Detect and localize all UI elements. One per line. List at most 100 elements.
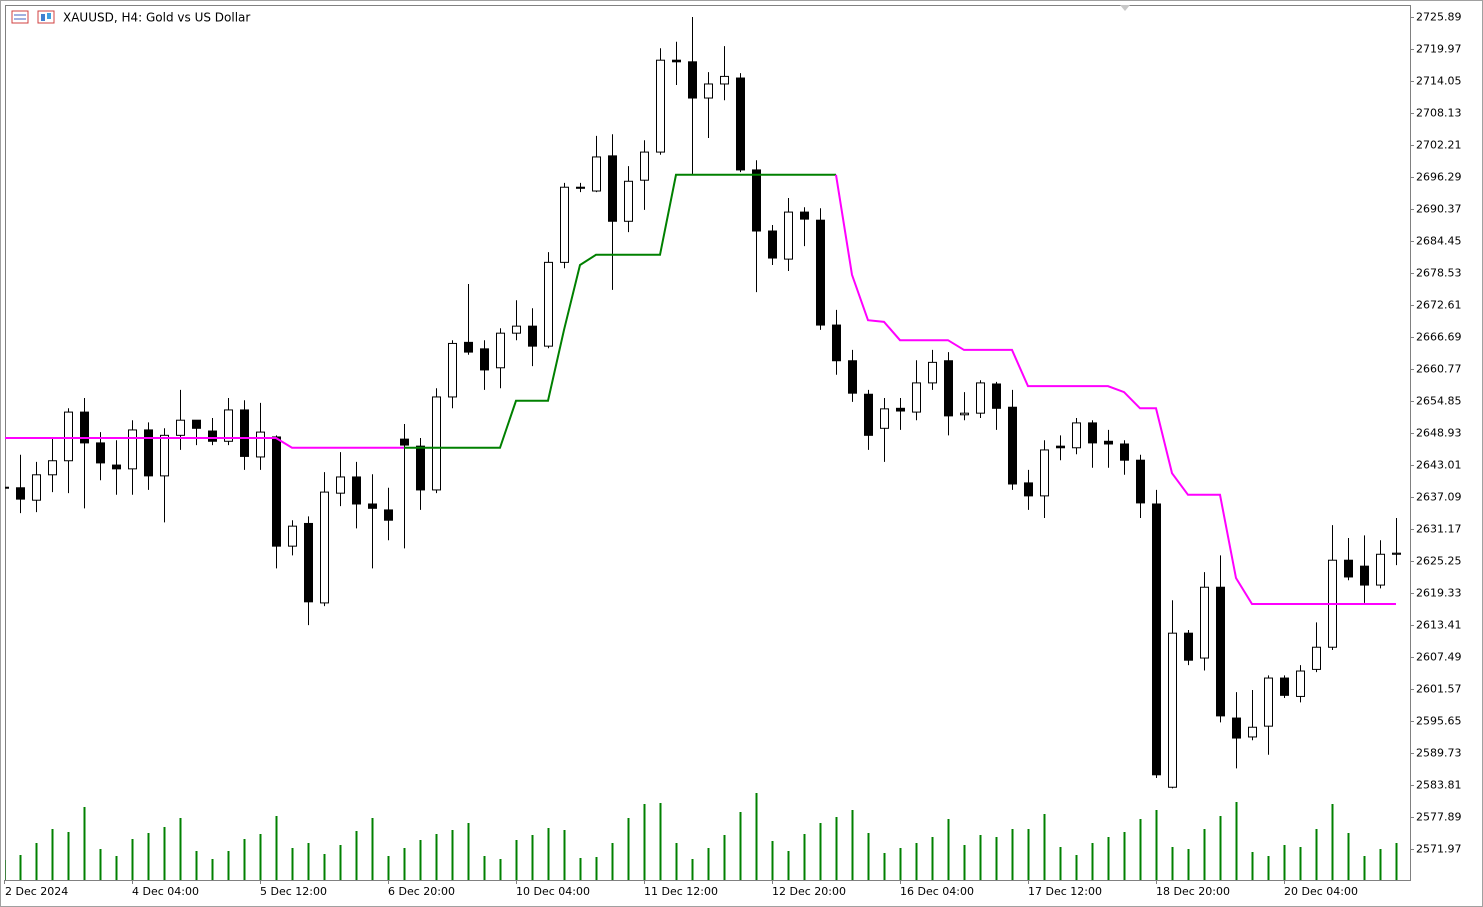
candle-body (1360, 565, 1369, 586)
candle-body (1280, 677, 1289, 696)
volume-bar (1059, 847, 1062, 880)
volume-bar (723, 835, 726, 880)
candle-body (1056, 445, 1065, 449)
volume-bar (883, 853, 886, 880)
y-tick-label: 2637.09 (1416, 491, 1462, 504)
icon (47, 13, 51, 19)
candle-body (736, 77, 745, 171)
volume-bar (115, 856, 118, 880)
candle-body (368, 503, 377, 509)
candle-body (1104, 440, 1113, 445)
volume-bar (1235, 802, 1238, 880)
y-tick-label: 2571.97 (1416, 843, 1462, 856)
volume-bar (1075, 855, 1078, 880)
volume-bar (979, 835, 982, 880)
y-tick-label: 2589.73 (1416, 747, 1462, 760)
volume-bar (307, 843, 310, 880)
y-tick-label: 2643.01 (1416, 459, 1462, 472)
candle-body (544, 261, 553, 347)
candle-body (176, 419, 185, 436)
candle-body (304, 522, 313, 603)
y-tick-label: 2607.49 (1416, 651, 1462, 664)
x-tick-label: 10 Dec 04:00 (516, 885, 590, 898)
candle-body (640, 151, 649, 181)
volume-bar (563, 830, 566, 880)
volume-bar (1395, 843, 1398, 880)
y-tick-label: 2595.65 (1416, 715, 1462, 728)
candle-body (1136, 459, 1145, 504)
candle-body (896, 407, 905, 412)
candle-body (1200, 586, 1209, 659)
y-tick-label: 2725.89 (1416, 11, 1462, 24)
volume-bar (227, 851, 230, 880)
volume-bar (1139, 819, 1142, 880)
volume-bar (995, 837, 998, 880)
candle-body (768, 230, 777, 259)
volume-bar (1203, 829, 1206, 880)
candle-body (1248, 726, 1257, 738)
volume-bar (739, 812, 742, 880)
candle-body (288, 525, 297, 547)
candle-body (192, 419, 201, 429)
volume-bar (947, 819, 950, 880)
volume-bar (1027, 829, 1030, 880)
volume-bar (1171, 847, 1174, 880)
volume-bar (867, 833, 870, 880)
volume-bar (819, 823, 822, 880)
candle-body (400, 438, 409, 446)
volume-bar (787, 851, 790, 880)
volume-bar (1107, 837, 1110, 880)
candle-body (704, 83, 713, 99)
volume-bar (835, 817, 838, 880)
candle-body (48, 460, 57, 476)
volume-bar (1299, 847, 1302, 880)
x-tick-label: 6 Dec 20:00 (388, 885, 455, 898)
volume-bar (83, 807, 86, 880)
candle-body (592, 156, 601, 192)
volume-bar (915, 843, 918, 880)
volume-bar (403, 848, 406, 880)
y-tick-label: 2672.61 (1416, 299, 1462, 312)
volume-bar (355, 831, 358, 880)
candle-body (752, 169, 761, 232)
y-tick-label: 2678.53 (1416, 267, 1462, 280)
volume-bar (1043, 814, 1046, 880)
candle-body (1184, 632, 1193, 661)
candle-body (272, 436, 281, 547)
candle-body (992, 383, 1001, 409)
volume-bar (1011, 829, 1014, 880)
x-tick-label: 18 Dec 20:00 (1156, 885, 1230, 898)
volume-bar (147, 833, 150, 880)
candle-body (32, 474, 41, 501)
y-tick-label: 2654.85 (1416, 395, 1462, 408)
candle-body (208, 430, 217, 442)
candle-body (528, 325, 537, 347)
y-tick-label: 2577.89 (1416, 811, 1462, 824)
y-tick-label: 2708.13 (1416, 107, 1462, 120)
candle-body (816, 219, 825, 326)
volume-bar (643, 804, 646, 880)
volume-bar (291, 848, 294, 880)
x-tick-label: 12 Dec 20:00 (772, 885, 846, 898)
y-tick-label: 2625.25 (1416, 555, 1462, 568)
candle-body (800, 211, 809, 220)
y-tick-label: 2583.81 (1416, 779, 1462, 792)
candle-body (1264, 677, 1273, 727)
volume-bar (851, 810, 854, 880)
volume-bar (35, 843, 38, 880)
candle-body (160, 434, 169, 477)
volume-bar (627, 818, 630, 880)
volume-bar (259, 834, 262, 880)
candle-body (16, 487, 25, 500)
candle-body (320, 491, 329, 604)
volume-bar (1363, 856, 1366, 880)
volume-bar (499, 859, 502, 880)
candle-body (944, 360, 953, 417)
candle-body (928, 361, 937, 384)
volume-bar (483, 856, 486, 880)
volume-bar (339, 845, 342, 880)
volume-bar (931, 837, 934, 880)
volume-bar (131, 839, 134, 880)
candle-body (976, 382, 985, 414)
y-tick-label: 2631.17 (1416, 523, 1462, 536)
